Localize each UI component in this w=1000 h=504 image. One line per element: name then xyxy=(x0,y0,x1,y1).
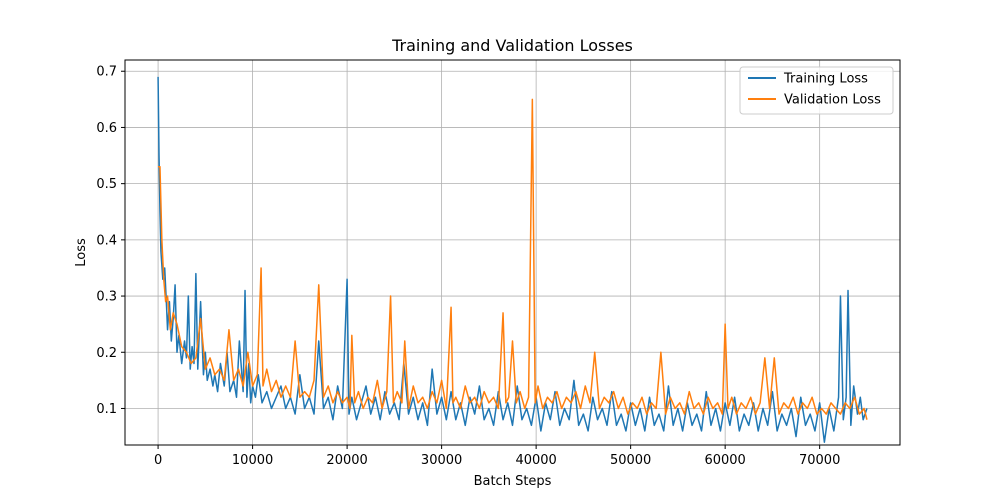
y-tick-label: 0.6 xyxy=(96,121,117,136)
x-tick-label: 60000 xyxy=(704,453,745,468)
x-tick-label: 20000 xyxy=(326,453,367,468)
x-tick-label: 40000 xyxy=(515,453,556,468)
series-line-validation-loss xyxy=(158,98,868,420)
ticks: 0 10000 20000 30000 40000 50000 60000 70000 0.1 0… xyxy=(96,65,840,468)
y-tick-label: 0.5 xyxy=(96,177,117,192)
x-tick-label: 70000 xyxy=(799,453,840,468)
y-axis-label: Loss xyxy=(74,238,89,267)
y-tick-label: 0.3 xyxy=(96,290,117,305)
legend-label-training-loss: Training Loss xyxy=(783,72,868,87)
x-axis-label: Batch Steps xyxy=(474,474,552,489)
x-tick-label: 30000 xyxy=(421,453,462,468)
y-tick-label: 0.4 xyxy=(96,233,117,248)
x-tick-label: 10000 xyxy=(232,453,273,468)
plot-frame xyxy=(124,59,901,446)
legend: Training Loss Validation Loss xyxy=(739,66,894,115)
chart-title: Training and Validation Losses xyxy=(391,36,633,55)
series-layer xyxy=(157,76,868,443)
y-tick-label: 0.2 xyxy=(96,346,117,361)
y-tick-label: 0.1 xyxy=(96,402,117,417)
y-tick-label: 0.7 xyxy=(96,65,117,80)
x-tick-label: 50000 xyxy=(610,453,651,468)
x-tick-label: 0 xyxy=(154,453,162,468)
legend-box xyxy=(739,66,894,115)
series-line-training-loss xyxy=(157,76,868,443)
legend-label-validation-loss: Validation Loss xyxy=(784,93,881,108)
